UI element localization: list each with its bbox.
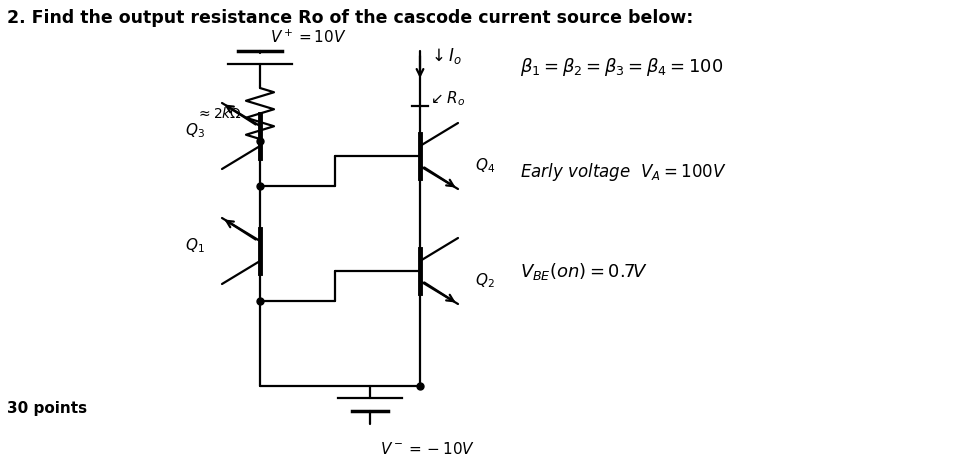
Text: 30 points: 30 points bbox=[7, 401, 87, 416]
Text: $Early\ voltage\ \ V_A = 100V$: $Early\ voltage\ \ V_A = 100V$ bbox=[519, 161, 726, 183]
Text: $\approx 2k\Omega$: $\approx 2k\Omega$ bbox=[196, 106, 242, 121]
Text: $Q_4$: $Q_4$ bbox=[474, 157, 495, 175]
Text: $V^- = -10V$: $V^- = -10V$ bbox=[379, 441, 474, 457]
Text: $Q_1$: $Q_1$ bbox=[185, 236, 204, 255]
Text: $\downarrow I_o$: $\downarrow I_o$ bbox=[427, 46, 462, 66]
Text: $\beta_1 = \beta_2 = \beta_3 = \beta_4 = 100$: $\beta_1 = \beta_2 = \beta_3 = \beta_4 =… bbox=[519, 56, 723, 78]
Text: 2. Find the output resistance Ro of the cascode current source below:: 2. Find the output resistance Ro of the … bbox=[7, 9, 692, 27]
Text: $Q_2$: $Q_2$ bbox=[474, 272, 494, 290]
Text: $Q_3$: $Q_3$ bbox=[185, 122, 204, 140]
Text: $V^+ = 10V$: $V^+ = 10V$ bbox=[270, 29, 346, 46]
Text: $\swarrow R_o$: $\swarrow R_o$ bbox=[427, 89, 465, 108]
Text: $V_{BE}(on) = 0.7V$: $V_{BE}(on) = 0.7V$ bbox=[519, 261, 646, 282]
